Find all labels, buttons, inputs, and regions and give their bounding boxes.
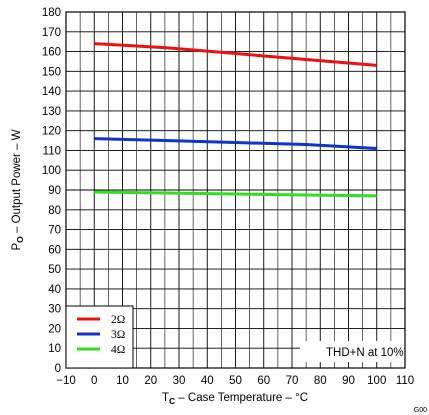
y-axis-title-main: P (11, 243, 23, 251)
y-tick-label: 10 (48, 343, 61, 355)
series-line-1 (94, 42, 377, 67)
x-axis-title-main: T (162, 392, 169, 404)
x-tick-label: 60 (257, 375, 270, 387)
legend-label-2: 3Ω (111, 329, 125, 341)
x-axis-title-rest: – Case Temperature – °C (175, 392, 308, 404)
y-tick-label: 90 (48, 185, 61, 197)
y-tick-label: 180 (42, 7, 61, 19)
series-line-3 (94, 190, 377, 198)
y-tick-label: 70 (48, 225, 61, 237)
legend-box (65, 305, 134, 369)
y-tick-label: 20 (48, 323, 61, 335)
x-tick-label: 100 (367, 375, 386, 387)
y-axis-title-sub: O (15, 236, 25, 243)
x-tick-label: −10 (56, 375, 76, 387)
x-tick-label: 10 (116, 375, 129, 387)
grid (66, 12, 405, 368)
x-axis-title-sub: C (169, 396, 175, 406)
y-tick-label: 120 (42, 126, 61, 138)
x-axis-title: TC – Case Temperature – °C (162, 392, 308, 406)
figure-code: G00 (414, 407, 427, 414)
y-axis-title-rest: – Output Power – W (11, 129, 23, 236)
legend-label-1: 2Ω (111, 314, 125, 326)
y-tick-label: 50 (48, 264, 61, 276)
y-tick-label: 130 (42, 106, 61, 118)
series-lines (94, 42, 377, 198)
y-tick-label: 150 (42, 66, 61, 78)
x-tick-labels: −10 0 10 20 30 40 50 60 70 80 90 100 110 (56, 375, 414, 387)
x-tick-label: 0 (91, 375, 97, 387)
x-tick-label: 50 (229, 375, 242, 387)
x-tick-label: 80 (314, 375, 327, 387)
annotation-text: THD+N at 10% (326, 347, 404, 359)
y-tick-label: 0 (55, 363, 61, 375)
x-tick-label: 40 (201, 375, 214, 387)
legend: 2Ω 3Ω 4Ω (65, 305, 134, 369)
x-tick-label: 70 (286, 375, 299, 387)
y-tick-label: 100 (42, 165, 61, 177)
x-tick-label: 30 (173, 375, 186, 387)
y-axis-title: PO – Output Power – W (11, 129, 25, 250)
y-tick-label: 160 (42, 47, 61, 59)
y-tick-label: 80 (48, 205, 61, 217)
annotation-box (300, 341, 404, 362)
y-tick-labels: 0 10 20 30 40 50 60 70 80 90 100 110 120 130 140 150 160… (42, 7, 61, 375)
x-tick-label: 20 (144, 375, 157, 387)
x-tick-label: 90 (342, 375, 355, 387)
y-tick-label: 110 (43, 145, 61, 157)
y-tick-label: 140 (42, 86, 61, 98)
y-tick-label: 170 (42, 27, 61, 39)
y-tick-label: 30 (48, 304, 61, 316)
plot-frame (65, 11, 406, 369)
series-line-2 (94, 137, 377, 150)
y-tick-label: 40 (48, 284, 61, 296)
x-tick-label: 110 (396, 375, 414, 387)
y-tick-label: 60 (48, 244, 61, 256)
legend-label-3: 4Ω (111, 344, 125, 356)
